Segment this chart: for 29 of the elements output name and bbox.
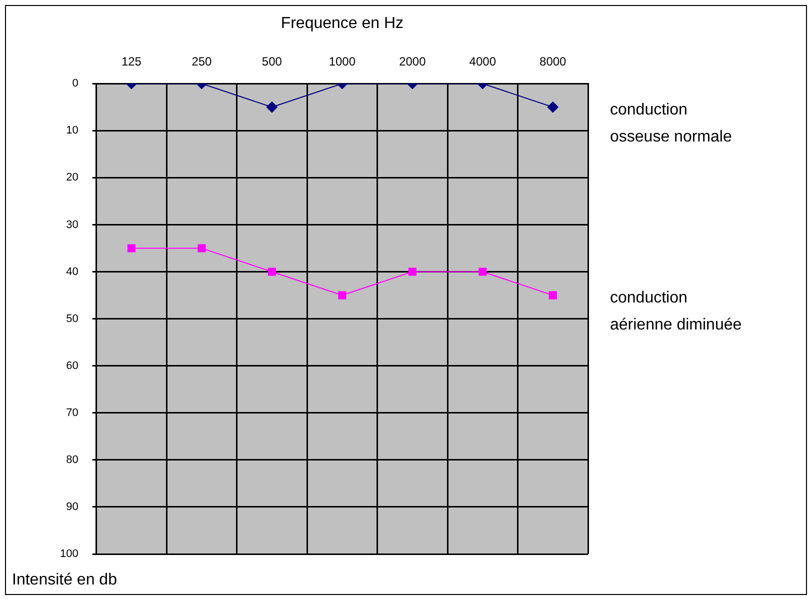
x-tick-label: 4000 [469, 54, 496, 69]
y-axis-title: Intensité en db [12, 571, 118, 588]
y-tick-label: 80 [66, 454, 78, 466]
y-tick-label: 50 [66, 312, 78, 325]
y-tick-label: 90 [66, 500, 78, 513]
x-tick-label: 1000 [328, 54, 356, 69]
point [338, 291, 346, 300]
y-tick-label: 100 [60, 548, 78, 560]
text: conduction osseuse normale [610, 102, 732, 146]
y-tick-label: 0 [72, 78, 78, 90]
x-tick-label: 250 [192, 54, 212, 69]
y-tick-label: 20 [66, 172, 78, 184]
x-axis-title: Frequence en Hz [280, 15, 404, 32]
y-tick-label: 60 [66, 360, 78, 372]
x-tick-label: 500 [262, 54, 282, 69]
y-tick-label: 10 [66, 124, 78, 137]
text: conduction aérienne diminuée [610, 290, 742, 334]
y-tick-label: 40 [66, 266, 78, 278]
x-tick-label: 125 [121, 54, 142, 69]
x-tick-label: 2000 [399, 54, 426, 69]
y-tick-label: 30 [66, 218, 78, 231]
point [268, 268, 276, 276]
x-tick-label: 8000 [540, 54, 567, 69]
point [408, 268, 416, 276]
point [198, 244, 206, 252]
y-tick-label: 70 [66, 406, 78, 419]
point [478, 268, 487, 276]
point [127, 244, 136, 252]
point [548, 291, 557, 300]
